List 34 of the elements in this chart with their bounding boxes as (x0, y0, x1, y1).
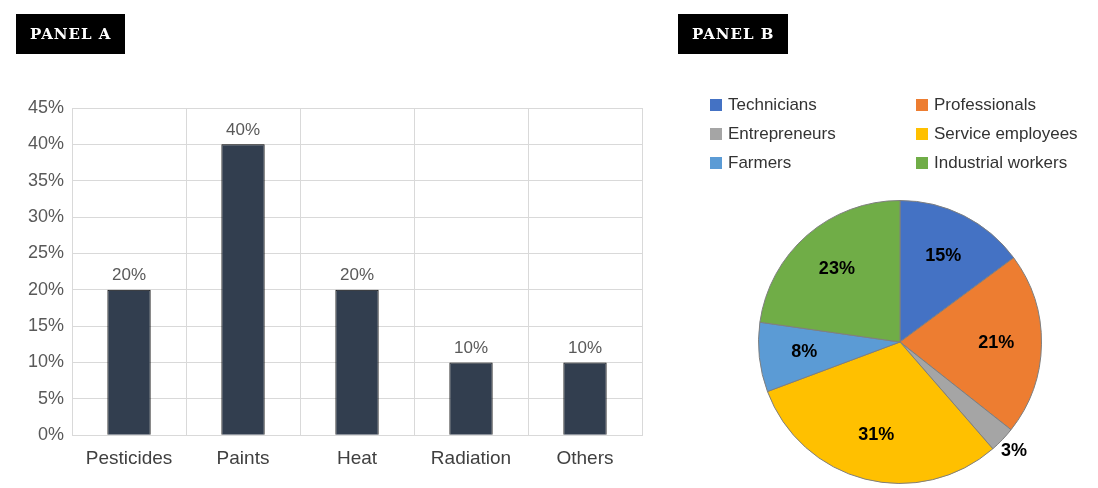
legend-label: Farmers (728, 153, 792, 173)
legend-label: Service employees (934, 124, 1078, 144)
data-label: 23% (818, 258, 855, 279)
data-label: 10% (567, 337, 603, 357)
legend-label: Entrepreneurs (728, 124, 836, 144)
y-tick-label: 20% (28, 278, 65, 299)
data-label: 40% (226, 119, 261, 139)
y-tick-label: 45% (28, 96, 65, 117)
chart-title: PANEL A (16, 14, 126, 54)
data-label: 8% (791, 341, 818, 362)
data-label: 31% (858, 424, 895, 445)
chart-title: PANEL B (678, 14, 789, 54)
x-tick-label: Heat (336, 446, 378, 468)
legend-label: Technicians (728, 95, 817, 115)
y-tick-label: 5% (38, 387, 65, 408)
data-label: 3% (1000, 439, 1027, 460)
x-tick-label: Paints (216, 446, 270, 468)
data-label: 21% (978, 332, 1015, 353)
x-tick-label: Others (556, 446, 614, 468)
legend-label: Industrial workers (934, 153, 1068, 173)
data-label: 15% (925, 245, 962, 266)
y-tick-label: 35% (28, 169, 65, 190)
y-tick-label: 30% (28, 206, 65, 227)
data-label: 20% (112, 264, 147, 284)
y-tick-label: 10% (28, 351, 65, 372)
y-tick-label: 15% (28, 315, 65, 336)
data-label: 20% (340, 264, 375, 284)
data-label: 10% (453, 337, 489, 357)
legend-label: Professionals (934, 95, 1037, 115)
y-tick-label: 25% (28, 242, 65, 263)
y-tick-label: 40% (28, 133, 65, 154)
x-tick-label: Radiation (430, 446, 512, 468)
y-tick-label: 0% (38, 424, 65, 445)
x-tick-label: Pesticides (85, 446, 173, 468)
